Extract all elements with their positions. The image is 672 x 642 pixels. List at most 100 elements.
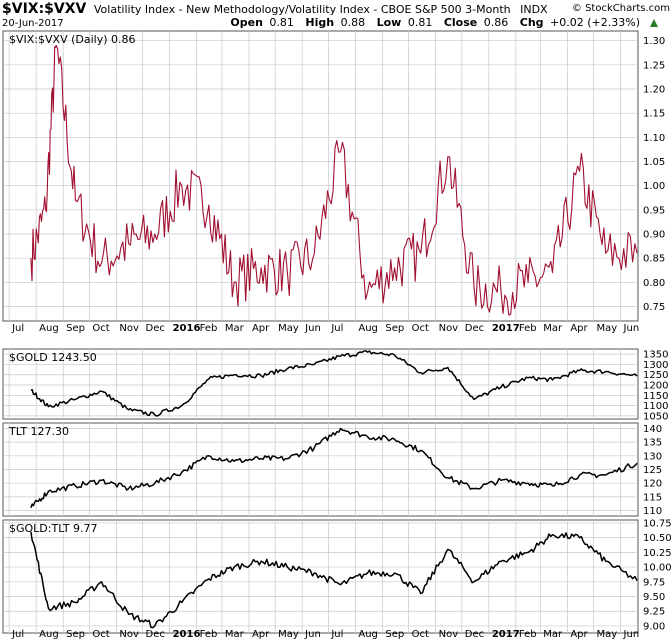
series-line: [30, 427, 638, 509]
series-line: [30, 350, 638, 417]
up-arrow-icon: [650, 19, 658, 27]
x-tick-label: Dec: [465, 323, 484, 334]
x-tick-label: Dec: [146, 323, 165, 334]
x-tick-label: May: [597, 629, 618, 640]
x-tick-label: Apr: [252, 323, 270, 334]
panel-frame: [2, 30, 639, 322]
x-tick-label: Mar: [543, 323, 563, 334]
x-tick-label: Mar: [225, 323, 245, 334]
series-line: [30, 531, 638, 629]
x-tick-label: Apr: [570, 323, 588, 334]
x-tick-label: Jul: [11, 629, 24, 640]
y-tick-label: 110: [643, 506, 662, 517]
low-label: Low: [377, 16, 402, 29]
x-tick-label: Dec: [146, 629, 165, 640]
x-tick-label: Feb: [519, 629, 537, 640]
y-tick-label: 135: [643, 438, 662, 449]
x-tick-label: Jun: [304, 323, 321, 334]
y-tick-label: 9.50: [643, 592, 665, 603]
x-tick-label: 2016: [173, 323, 201, 334]
x-tick-label: 2017: [492, 323, 520, 334]
open-label: Open: [230, 16, 263, 29]
x-tick-label: Sep: [385, 323, 404, 334]
series-line: [30, 44, 638, 316]
y-tick-label: 1.00: [643, 181, 665, 192]
x-tick-label: Jul: [330, 629, 343, 640]
y-tick-label: 10.75: [643, 518, 672, 529]
y-tick-label: 9.25: [643, 607, 665, 618]
high-value: 0.88: [341, 16, 366, 29]
y-tick-label: 1200: [643, 381, 668, 392]
symbol: $VIX:$VXV: [2, 1, 87, 17]
panel-label: $GOLD 1243.50: [9, 351, 97, 364]
panel-frame: [2, 348, 639, 420]
x-tick-label: Jun: [623, 323, 640, 334]
panel-label: $VIX:$VXV (Daily) 0.86: [9, 33, 136, 46]
x-tick-label: Aug: [39, 629, 59, 640]
x-tick-label: May: [278, 629, 299, 640]
y-tick-label: 140: [643, 424, 662, 435]
x-tick-label: Mar: [225, 629, 245, 640]
x-tick-label: Aug: [358, 323, 378, 334]
close-label: Close: [444, 16, 477, 29]
y-tick-label: 125: [643, 465, 662, 476]
y-tick-label: 1.25: [643, 60, 665, 71]
x-tick-label: Nov: [119, 323, 139, 334]
y-tick-label: 1100: [643, 401, 668, 412]
y-tick-label: 9.00: [643, 621, 665, 632]
y-tick-label: 10.00: [643, 563, 672, 574]
quote-line: Open 0.81 High 0.88 Low 0.81 Close 0.86 …: [230, 16, 640, 29]
x-tick-label: 2016: [173, 629, 201, 640]
y-tick-label: 0.75: [643, 302, 665, 313]
y-tick-label: 1.05: [643, 157, 665, 168]
x-tick-label: Aug: [39, 323, 59, 334]
chg-label: Chg: [520, 16, 544, 29]
panel-label: TLT 127.30: [8, 425, 69, 438]
exchange: INDX: [520, 3, 548, 16]
y-tick-label: 0.95: [643, 205, 665, 216]
svg-text:$VIX:$VXV Volatility Index: $VIX:$VXV Volatility Index - New Methodo…: [2, 1, 548, 17]
y-tick-label: 10.25: [643, 548, 672, 559]
x-tick-label: Sep: [385, 629, 404, 640]
x-tick-label: Oct: [92, 629, 109, 640]
panel-label: $GOLD:TLT 9.77: [9, 522, 98, 535]
y-tick-label: 0.85: [643, 254, 665, 265]
y-tick-label: 1.30: [643, 36, 665, 47]
y-tick-label: 115: [643, 492, 662, 503]
y-tick-label: 0.80: [643, 278, 665, 289]
y-tick-label: 1.20: [643, 85, 665, 96]
y-tick-label: 1300: [643, 360, 668, 371]
x-tick-label: Oct: [412, 323, 429, 334]
x-tick-label: Nov: [439, 323, 459, 334]
x-tick-label: 2017: [492, 629, 520, 640]
y-tick-label: 130: [643, 451, 662, 462]
x-tick-label: Dec: [465, 629, 484, 640]
close-value: 0.86: [484, 16, 509, 29]
y-tick-label: 1250: [643, 370, 668, 381]
x-tick-label: Oct: [412, 629, 429, 640]
description: Volatility Index - New Methodology/Volat…: [94, 3, 511, 16]
y-tick-label: 1050: [643, 411, 668, 422]
chg-value: +0.02 (+2.33%): [550, 16, 640, 29]
x-tick-label: Oct: [92, 323, 109, 334]
x-tick-label: Sep: [66, 629, 85, 640]
x-tick-label: Feb: [519, 323, 537, 334]
x-tick-label: Feb: [200, 323, 218, 334]
y-tick-label: 120: [643, 479, 662, 490]
low-value: 0.81: [408, 16, 433, 29]
x-tick-label: Jun: [304, 629, 321, 640]
x-tick-label: Mar: [543, 629, 563, 640]
x-tick-label: Jul: [11, 323, 24, 334]
x-tick-label: Nov: [119, 629, 139, 640]
y-tick-label: 10.50: [643, 533, 672, 544]
x-tick-label: May: [278, 323, 299, 334]
y-tick-label: 1350: [643, 350, 668, 361]
x-tick-label: Jun: [623, 629, 640, 640]
x-tick-label: Aug: [358, 629, 378, 640]
y-tick-label: 0.90: [643, 230, 665, 241]
brand-logo: © StockCharts.com: [572, 3, 670, 14]
x-tick-label: Apr: [252, 629, 270, 640]
x-tick-label: Jul: [330, 323, 343, 334]
x-tick-label: Feb: [200, 629, 218, 640]
